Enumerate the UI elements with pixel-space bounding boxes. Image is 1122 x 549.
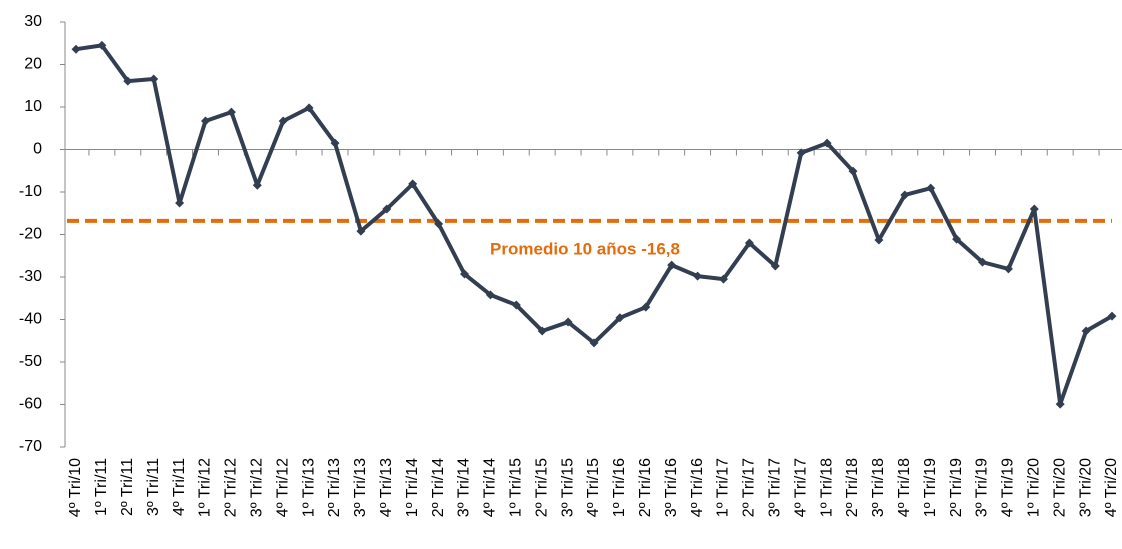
x-tick-label: 1º Tri/18 <box>818 458 835 517</box>
x-tick-label: 4º Tri/17 <box>792 458 809 517</box>
x-tick-label: 4º Tri/16 <box>689 458 706 517</box>
x-tick-label: 4º Tri/20 <box>1103 458 1120 517</box>
x-tick-label: 3º Tri/11 <box>145 458 162 516</box>
marker <box>382 204 392 214</box>
marker <box>667 260 677 270</box>
marker <box>900 190 910 200</box>
x-tick-label: 3º Tri/19 <box>974 458 991 517</box>
marker <box>770 261 780 271</box>
reference-label: Promedio 10 años -16,8 <box>490 239 680 258</box>
x-tick-label: 3º Tri/13 <box>352 458 369 517</box>
marker <box>408 179 418 189</box>
marker <box>874 235 884 245</box>
x-tick-label: 2º Tri/13 <box>326 458 343 517</box>
x-tick-label: 1º Tri/20 <box>1026 458 1043 517</box>
marker <box>304 103 314 113</box>
marker <box>123 76 133 86</box>
line-series <box>75 43 1113 407</box>
x-tick-label: 3º Tri/18 <box>870 458 887 517</box>
x-tick-label: 2º Tri/11 <box>119 458 136 516</box>
marker <box>693 271 703 281</box>
marker <box>149 74 159 84</box>
x-tick-label: 2º Tri/17 <box>741 458 758 517</box>
marker <box>175 198 185 208</box>
x-tick-label: 3º Tri/15 <box>559 458 576 517</box>
marker <box>563 317 573 327</box>
marker <box>330 138 340 148</box>
marker <box>978 257 987 267</box>
marker <box>848 166 858 176</box>
marker <box>252 180 262 190</box>
marker <box>201 116 210 126</box>
marker <box>1055 399 1065 409</box>
x-tick-label: 3º Tri/14 <box>456 458 473 517</box>
y-tick-label: -20 <box>19 226 42 243</box>
x-tick-label: 1º Tri/13 <box>300 458 317 517</box>
x-tick-label: 2º Tri/16 <box>637 458 654 517</box>
y-tick-label: -10 <box>19 183 42 200</box>
y-tick-label: -50 <box>19 353 42 370</box>
marker <box>511 300 521 310</box>
x-tick-label: 4º Tri/10 <box>67 458 84 517</box>
marker <box>485 290 495 300</box>
y-tick-label: -60 <box>19 396 42 413</box>
marker <box>719 274 728 284</box>
marker <box>537 326 547 336</box>
x-tick-label: 4º Tri/12 <box>274 458 291 517</box>
x-tick-label: 3º Tri/16 <box>663 458 680 517</box>
marker <box>744 238 754 248</box>
y-tick-label: -40 <box>19 311 42 328</box>
marker <box>589 338 599 348</box>
y-tick-label: -70 <box>19 438 42 455</box>
marker <box>278 116 288 126</box>
marker <box>434 219 444 229</box>
y-tick-label: -30 <box>19 268 42 285</box>
marker <box>796 148 806 158</box>
x-tick-label: 2º Tri/14 <box>430 458 447 517</box>
x-tick-label: 4º Tri/14 <box>482 458 499 517</box>
marker <box>952 234 962 244</box>
x-tick-label: 2º Tri/15 <box>533 458 550 517</box>
x-tick-label: 3º Tri/17 <box>767 458 784 517</box>
marker <box>1029 204 1039 214</box>
x-tick-label: 1º Tri/15 <box>508 458 525 517</box>
marker <box>460 269 469 279</box>
x-tick-label: 1º Tri/17 <box>715 458 732 517</box>
marker <box>226 107 236 117</box>
marker <box>1081 326 1091 336</box>
x-tick-label: 4º Tri/15 <box>585 458 602 517</box>
marker <box>356 226 366 236</box>
x-tick-label: 1º Tri/19 <box>922 458 939 517</box>
x-tick-label: 1º Tri/11 <box>93 458 110 516</box>
x-tick-label: 1º Tri/16 <box>611 458 628 517</box>
x-tick-label: 1º Tri/12 <box>197 458 214 517</box>
y-tick-label: 20 <box>24 56 42 73</box>
x-tick-label: 2º Tri/20 <box>1051 458 1068 517</box>
x-tick-label: 3º Tri/20 <box>1077 458 1094 517</box>
x-tick-label: 4º Tri/18 <box>896 458 913 517</box>
x-tick-label: 2º Tri/19 <box>948 458 965 517</box>
y-tick-label: 0 <box>33 141 42 158</box>
x-tick-label: 3º Tri/12 <box>249 458 266 517</box>
x-tick-label: 1º Tri/14 <box>404 458 421 517</box>
x-tick-label: 4º Tri/13 <box>378 458 395 517</box>
marker <box>1107 311 1117 321</box>
marker <box>641 302 651 312</box>
y-tick-label: 10 <box>24 98 42 115</box>
marker <box>822 138 832 148</box>
x-tick-label: 2º Tri/12 <box>223 458 240 517</box>
marker <box>71 44 81 54</box>
x-tick-label: 4º Tri/11 <box>171 458 188 516</box>
marker <box>1003 264 1013 274</box>
marker <box>97 40 107 50</box>
marker <box>615 313 625 323</box>
y-tick-label: 30 <box>24 13 42 30</box>
x-tick-label: 2º Tri/18 <box>844 458 861 517</box>
marker <box>926 183 936 193</box>
x-tick-label: 4º Tri/19 <box>1000 458 1017 517</box>
